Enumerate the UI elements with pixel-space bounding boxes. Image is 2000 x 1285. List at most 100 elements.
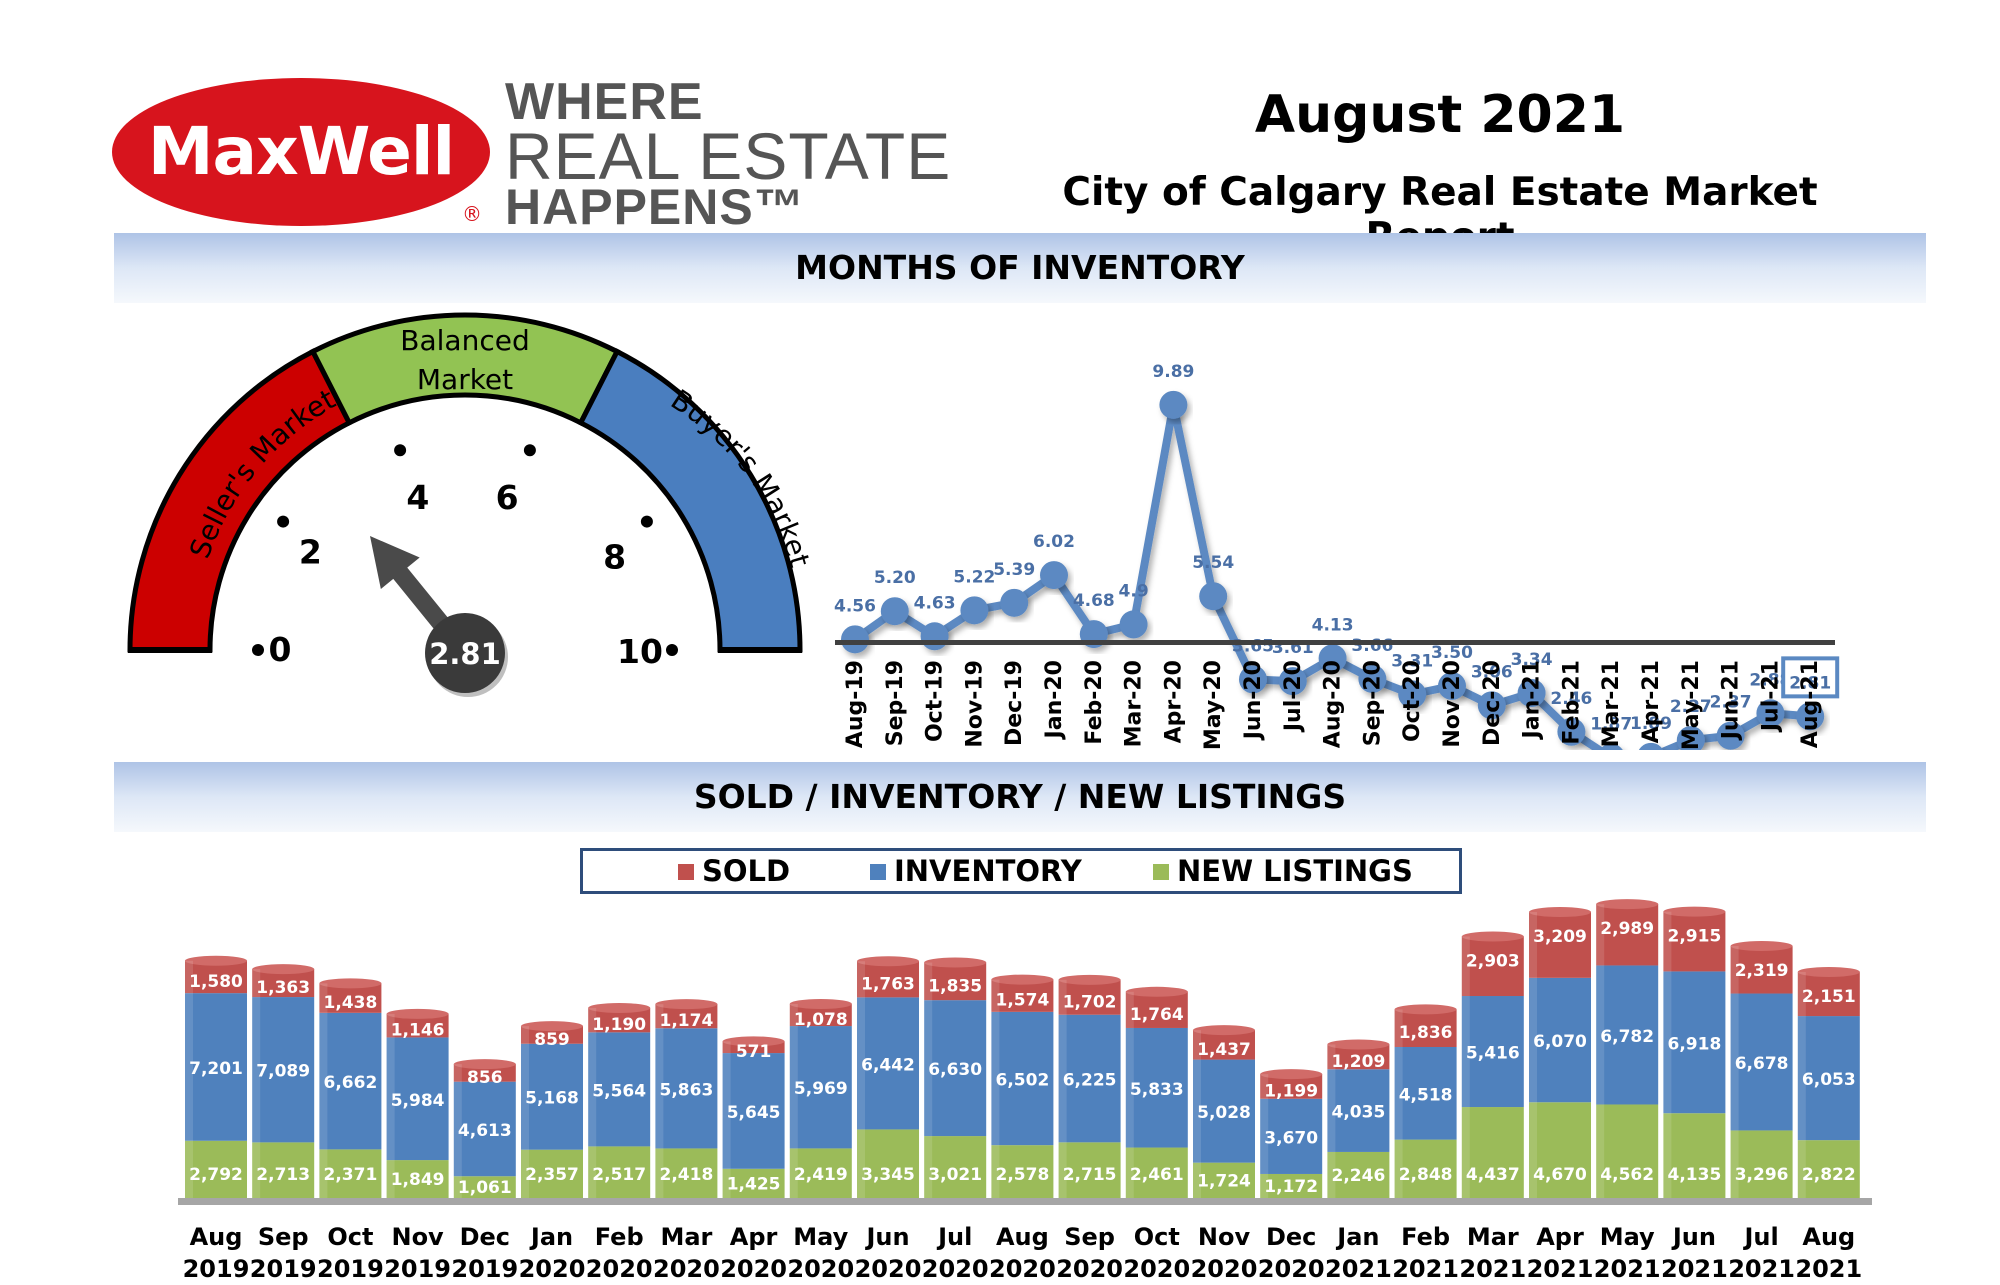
gauge-tick-label-2: 2 bbox=[299, 532, 322, 571]
line-label-Oct-20: 3.31 bbox=[1391, 651, 1433, 671]
bar-label-inventory-dec-2020: 3,670 bbox=[1264, 1128, 1318, 1148]
bar-x-label-month-apr-2020: Apr bbox=[730, 1223, 778, 1251]
line-label-Nov-20: 3.50 bbox=[1431, 643, 1473, 663]
bar-new-listings-jul-2020 bbox=[924, 1136, 987, 1198]
legend-item-new-listings: NEW LISTINGS bbox=[1153, 851, 1413, 891]
bar-highlight-aug-2020 bbox=[991, 979, 1000, 1198]
bar-label-inventory-jan-2021: 4,035 bbox=[1332, 1103, 1386, 1123]
line-x-label-Mar-21: Mar-21 bbox=[1599, 660, 1624, 747]
line-point-Mar-20 bbox=[1119, 610, 1148, 639]
bar-label-new-listings-aug-2019: 2,792 bbox=[189, 1165, 243, 1185]
bar-label-inventory-may-2021: 6,782 bbox=[1600, 1027, 1654, 1047]
bar-highlight-jan-2021 bbox=[1327, 1044, 1336, 1198]
bar-inventory-sep-2019 bbox=[252, 997, 315, 1143]
bar-sold-nov-2019 bbox=[386, 1013, 449, 1038]
bar-inventory-aug-2020 bbox=[991, 1011, 1054, 1146]
bar-cap-jul-2021 bbox=[1730, 940, 1793, 951]
bar-new-listings-mar-2020 bbox=[655, 1148, 718, 1198]
bar-label-new-listings-nov-2020: 1,724 bbox=[1197, 1171, 1251, 1191]
bar-label-sold-dec-2019: 856 bbox=[467, 1068, 503, 1088]
bar-x-label-month-aug-2021: Aug bbox=[1802, 1223, 1855, 1251]
bar-cap-mar-2020 bbox=[655, 999, 718, 1010]
bar-new-listings-apr-2020 bbox=[722, 1168, 785, 1198]
bar-cap-aug-2019 bbox=[185, 955, 247, 966]
bar-cap-jun-2021 bbox=[1663, 906, 1726, 917]
line-x-label-Dec-19: Dec-19 bbox=[1002, 660, 1027, 746]
line-x-label-Apr-21: Apr-21 bbox=[1639, 660, 1664, 743]
gauge-tick-dot-4 bbox=[394, 444, 407, 457]
bar-cap-nov-2019 bbox=[386, 1008, 449, 1019]
line-point-Mar-21 bbox=[1599, 743, 1623, 750]
line-x-label-Mar-20: Mar-20 bbox=[1122, 660, 1147, 747]
line-point-Oct-20 bbox=[1398, 680, 1427, 709]
bar-highlight-dec-2019 bbox=[453, 1064, 462, 1198]
bar-cap-jul-2020 bbox=[924, 957, 987, 968]
bar-inventory-nov-2019 bbox=[386, 1037, 449, 1161]
bar-highlight-mar-2020 bbox=[655, 1004, 664, 1198]
bar-x-label-year-mar-2020: 2020 bbox=[653, 1255, 720, 1283]
bar-x-label-year-aug-2019: 2019 bbox=[183, 1255, 250, 1283]
bar-cap-aug-2021 bbox=[1797, 966, 1860, 977]
bar-cap-apr-2020 bbox=[722, 1036, 785, 1047]
bar-sold-may-2020 bbox=[789, 1003, 852, 1027]
bar-label-inventory-mar-2020: 5,863 bbox=[660, 1080, 714, 1100]
bar-x-label-month-may-2020: May bbox=[793, 1223, 848, 1251]
bar-label-sold-feb-2020: 1,190 bbox=[592, 1015, 646, 1035]
line-point-Nov-20 bbox=[1438, 672, 1466, 700]
bar-inventory-nov-2020 bbox=[1193, 1059, 1255, 1163]
bar-label-inventory-jun-2020: 6,442 bbox=[861, 1055, 915, 1075]
bar-label-inventory-sep-2020: 6,225 bbox=[1063, 1071, 1117, 1091]
bar-cap-apr-2021 bbox=[1529, 907, 1591, 918]
line-x-label-Sep-20: Sep-20 bbox=[1360, 660, 1385, 746]
bar-highlight-aug-2021 bbox=[1797, 971, 1806, 1198]
bar-highlight-sep-2019 bbox=[252, 969, 261, 1198]
bar-sold-aug-2020 bbox=[991, 979, 1054, 1012]
bar-new-listings-feb-2021 bbox=[1394, 1139, 1457, 1198]
gauge-tick-dot-2 bbox=[277, 515, 290, 528]
bar-inventory-feb-2021 bbox=[1394, 1046, 1457, 1140]
bar-x-label-year-dec-2020: 2020 bbox=[1258, 1255, 1325, 1283]
bar-x-label-month-aug-2020: Aug bbox=[996, 1223, 1049, 1251]
bar-x-label-month-may-2021: May bbox=[1600, 1223, 1655, 1251]
line-label-Jul-21: 2.88 bbox=[1749, 670, 1791, 690]
bar-inventory-sep-2020 bbox=[1058, 1014, 1121, 1143]
bar-cap-oct-2020 bbox=[1125, 986, 1188, 997]
bar-label-new-listings-jan-2021: 2,246 bbox=[1332, 1166, 1386, 1186]
bar-highlight-oct-2020 bbox=[1125, 991, 1134, 1198]
bar-x-label-year-jul-2021: 2021 bbox=[1728, 1255, 1795, 1283]
bar-sold-may-2021 bbox=[1596, 904, 1659, 966]
bar-label-inventory-apr-2021: 6,070 bbox=[1533, 1032, 1587, 1052]
bar-highlight-aug-2019 bbox=[185, 960, 193, 1198]
line-x-label-Oct-20: Oct-20 bbox=[1400, 660, 1425, 742]
bar-label-new-listings-apr-2021: 4,670 bbox=[1533, 1165, 1587, 1185]
bar-inventory-dec-2019 bbox=[453, 1081, 516, 1177]
bar-chart-legend: SOLD INVENTORY NEW LISTINGS bbox=[580, 848, 1462, 894]
bar-cap-oct-2019 bbox=[319, 978, 382, 989]
line-x-label-Jan-21: Jan-21 bbox=[1520, 660, 1545, 740]
bar-label-new-listings-feb-2021: 2,848 bbox=[1399, 1165, 1453, 1185]
bar-new-listings-sep-2019 bbox=[252, 1142, 315, 1198]
bar-new-listings-aug-2020 bbox=[991, 1145, 1054, 1198]
bar-sold-aug-2021 bbox=[1797, 971, 1860, 1017]
bar-highlight-sep-2020 bbox=[1058, 979, 1067, 1198]
bar-highlight-jan-2020 bbox=[521, 1026, 529, 1198]
bar-label-inventory-aug-2019: 7,201 bbox=[189, 1059, 243, 1079]
gauge-tick-label-4: 4 bbox=[406, 478, 429, 517]
bar-label-new-listings-jul-2021: 3,296 bbox=[1735, 1165, 1789, 1185]
line-point-Sep-19 bbox=[880, 597, 909, 626]
bar-sold-jun-2020 bbox=[857, 961, 919, 998]
bar-x-label-month-dec-2020: Dec bbox=[1266, 1223, 1316, 1251]
bar-label-new-listings-feb-2020: 2,517 bbox=[592, 1165, 646, 1185]
bar-label-new-listings-aug-2021: 2,822 bbox=[1802, 1165, 1856, 1185]
bar-cap-jan-2020 bbox=[521, 1021, 583, 1032]
line-x-label-Oct-19: Oct-19 bbox=[923, 660, 948, 742]
legend-swatch-new-listings bbox=[1153, 864, 1169, 880]
line-point-Dec-19 bbox=[1000, 588, 1029, 617]
bar-label-sold-oct-2020: 1,764 bbox=[1130, 1005, 1184, 1025]
bar-label-inventory-nov-2020: 5,028 bbox=[1197, 1103, 1251, 1123]
bar-highlight-oct-2019 bbox=[319, 983, 328, 1198]
bar-highlight-may-2020 bbox=[789, 1003, 798, 1198]
bar-label-sold-may-2020: 1,078 bbox=[794, 1010, 848, 1030]
bar-label-inventory-aug-2021: 6,053 bbox=[1802, 1070, 1856, 1090]
maxwell-logo bbox=[112, 78, 490, 226]
